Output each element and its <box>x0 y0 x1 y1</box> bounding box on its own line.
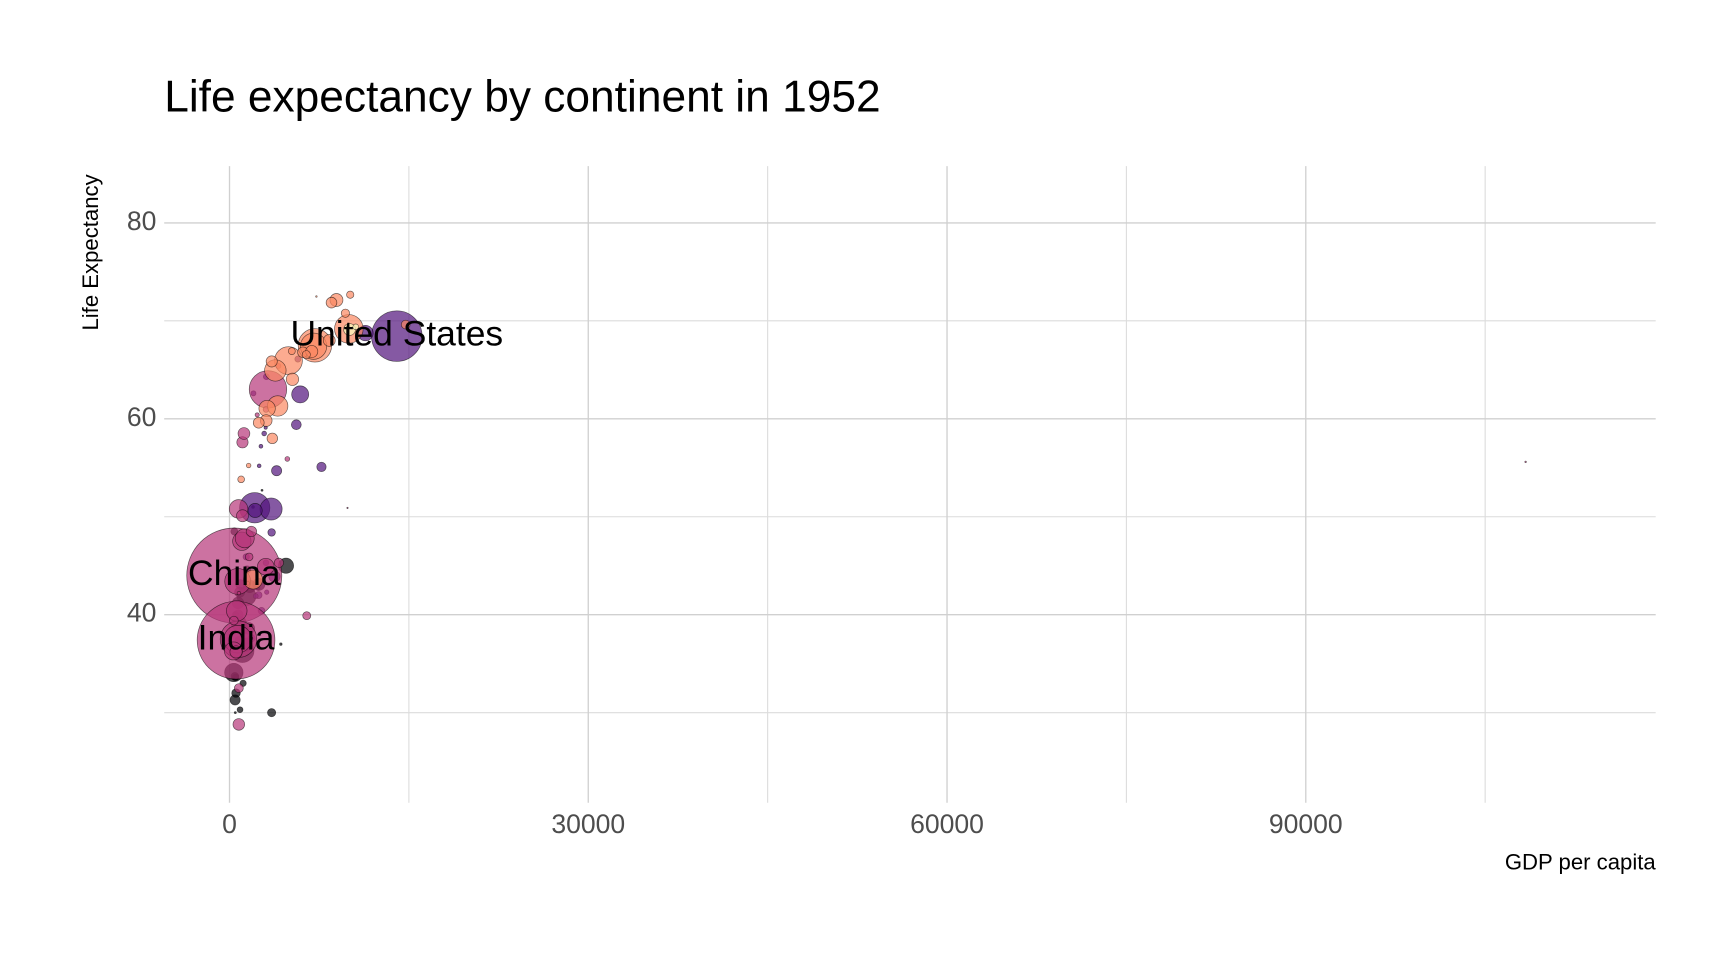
bubble <box>244 552 254 562</box>
bubble <box>247 503 263 518</box>
bubble <box>259 497 283 521</box>
bubble <box>346 290 355 299</box>
bubble <box>237 427 251 440</box>
bubble <box>260 488 264 492</box>
bubble <box>258 399 276 418</box>
bubble <box>245 525 257 537</box>
bubble <box>236 706 244 713</box>
bubble <box>246 462 252 469</box>
bubble <box>261 430 267 437</box>
bubble <box>258 443 264 449</box>
y-tick-label: 80 <box>127 206 157 236</box>
x-tick-label: 0 <box>222 809 237 839</box>
bubble <box>233 711 237 715</box>
bubble <box>267 528 276 537</box>
bubble <box>236 591 242 596</box>
y-tick-label: 60 <box>127 402 157 432</box>
bubble <box>325 296 338 309</box>
bubble <box>267 708 277 718</box>
y-tick-label: 40 <box>127 598 157 628</box>
bubble <box>285 372 299 386</box>
bubble <box>291 419 302 430</box>
bubble <box>315 295 318 298</box>
bubble <box>254 412 260 418</box>
bubble <box>346 506 349 509</box>
bubble <box>266 432 278 445</box>
bubble <box>287 347 296 355</box>
bubble <box>232 718 245 731</box>
annotation: China <box>188 553 281 593</box>
bubble <box>229 645 243 659</box>
chart-title: Life expectancy by continent in 1952 <box>164 72 880 121</box>
bubble <box>400 319 411 330</box>
bubble <box>284 456 291 462</box>
bubble <box>279 642 283 646</box>
x-tick-label: 60000 <box>910 809 984 839</box>
x-tick-label: 30000 <box>551 809 625 839</box>
bubble <box>257 557 275 576</box>
bubble <box>234 683 244 693</box>
annotation: India <box>198 618 275 658</box>
bubble <box>340 308 350 318</box>
bubble <box>1524 460 1527 464</box>
bubble <box>273 557 284 568</box>
bubble <box>352 323 359 331</box>
bubble <box>249 636 254 640</box>
bubble <box>291 385 310 404</box>
bubble <box>243 569 263 590</box>
bubble <box>252 416 265 429</box>
bubble <box>271 465 283 477</box>
x-axis-title: GDP per capita <box>1505 850 1657 875</box>
bubble <box>316 461 327 472</box>
bubble <box>265 355 278 368</box>
y-axis-title: Life Expectancy <box>78 173 103 330</box>
bubble <box>229 615 239 626</box>
bubble <box>236 509 249 523</box>
bubble <box>256 463 262 469</box>
bubble <box>302 611 312 621</box>
bubble <box>301 350 311 360</box>
x-tick-label: 90000 <box>1269 809 1343 839</box>
bubble <box>322 334 336 347</box>
annotation: United States <box>290 313 503 353</box>
bubble <box>237 475 245 484</box>
